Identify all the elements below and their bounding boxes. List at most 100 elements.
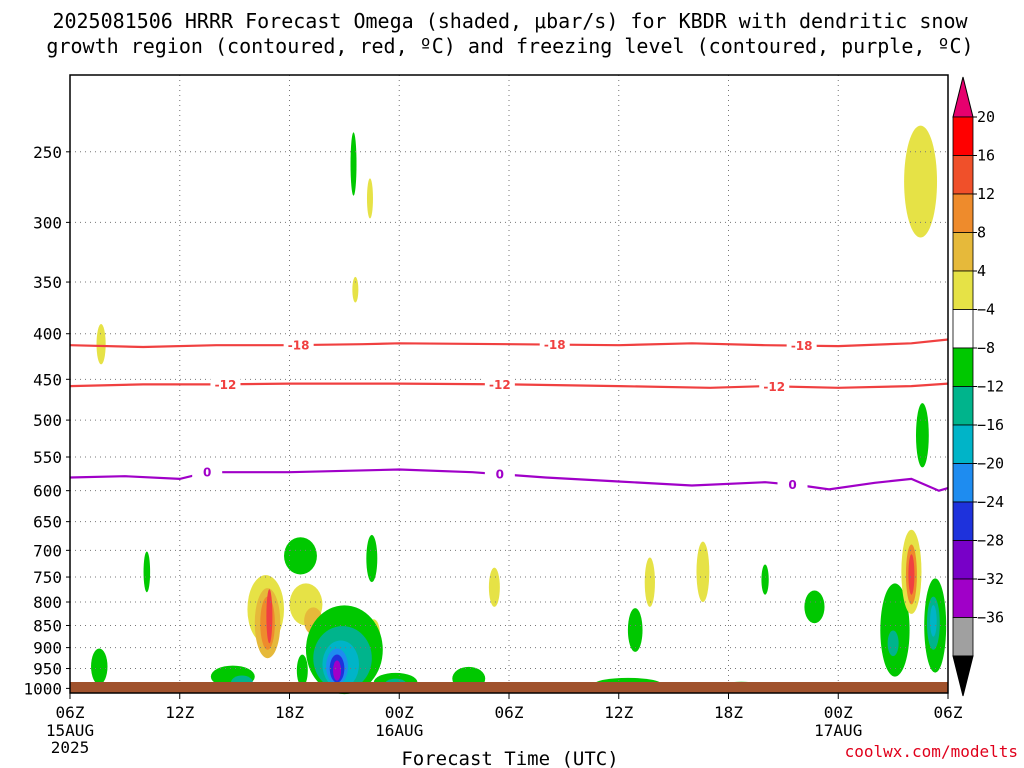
x-tick-label: 06Z bbox=[934, 703, 963, 722]
omega-cell bbox=[887, 630, 899, 657]
chart-title-line-1: 2025081506 HRRR Forecast Omega (shaded, … bbox=[52, 9, 968, 33]
x-tick-label: 06Z bbox=[56, 703, 85, 722]
x-tick-date-label: 16AUG bbox=[375, 721, 423, 740]
contour-label-bg bbox=[759, 378, 790, 395]
x-tick-label: 00Z bbox=[385, 703, 414, 722]
colorbar-label: −36 bbox=[977, 609, 1004, 627]
omega-cell bbox=[296, 654, 308, 687]
colorbar-label: −12 bbox=[977, 378, 1004, 396]
omega-cell bbox=[266, 589, 273, 644]
omega-cell bbox=[352, 276, 359, 303]
contour-label: -12 bbox=[215, 378, 237, 392]
omega-cell bbox=[908, 554, 915, 595]
colorbar-label: −4 bbox=[977, 301, 995, 319]
contour-label-bg bbox=[210, 376, 241, 393]
y-tick-label: 800 bbox=[33, 593, 62, 612]
colorbar-bin bbox=[952, 193, 974, 233]
contour-label: 0 bbox=[788, 478, 796, 492]
contour-line--18 bbox=[69, 338, 949, 349]
y-tick-label: 250 bbox=[33, 143, 62, 162]
colorbar-bin bbox=[952, 309, 974, 349]
colorbar-label: 12 bbox=[977, 185, 995, 203]
colorbar-label: −16 bbox=[977, 416, 1004, 434]
y-tick-label: 700 bbox=[33, 541, 62, 560]
colorbar-label: 20 bbox=[977, 108, 995, 126]
temperature-contours: -18 -18 -18 -12 -12 -12 0 0 0 bbox=[69, 336, 949, 493]
contour-label: -18 bbox=[288, 339, 310, 353]
omega-cell bbox=[904, 125, 938, 238]
omega-cell bbox=[488, 567, 500, 607]
y-tick-label: 750 bbox=[33, 568, 62, 587]
y-tick-label: 1000 bbox=[23, 679, 62, 698]
colorbar-bottom-arrow bbox=[952, 655, 974, 697]
x-tick-date-label: 15AUG bbox=[46, 721, 94, 740]
colorbar-bin bbox=[952, 347, 974, 387]
colorbar-top-arrow bbox=[952, 76, 974, 118]
contour-label-bg bbox=[283, 337, 314, 354]
colorbar-label: −28 bbox=[977, 532, 1004, 550]
contour-label: -12 bbox=[489, 378, 511, 392]
y-tick-label: 900 bbox=[33, 639, 62, 658]
contour-line--12 bbox=[69, 382, 949, 389]
contour-label: 0 bbox=[496, 468, 504, 482]
contour-label-bg bbox=[539, 336, 570, 353]
omega-cell bbox=[143, 551, 151, 593]
contour-label-bg bbox=[484, 376, 515, 393]
contour-label: -18 bbox=[544, 338, 566, 352]
x-tick-label: 00Z bbox=[824, 703, 853, 722]
colorbar: 20 16 12 8 4 −4 −8 −12 −16 −20 −24 −28 −32 −36 bbox=[952, 76, 1004, 697]
y-tick-label: 600 bbox=[33, 482, 62, 501]
y-tick-label: 500 bbox=[33, 411, 62, 430]
contour-label-bg bbox=[192, 464, 223, 481]
colorbar-bin bbox=[952, 116, 974, 156]
omega-cell bbox=[627, 608, 643, 652]
colorbar-label: 8 bbox=[977, 224, 986, 242]
colorbar-bin bbox=[952, 386, 974, 426]
colorbar-bin bbox=[952, 540, 974, 580]
x-tick-label: 18Z bbox=[275, 703, 304, 722]
y-tick-label: 650 bbox=[33, 513, 62, 532]
colorbar-bin bbox=[952, 232, 974, 272]
omega-shading bbox=[91, 125, 947, 695]
y-tick-label: 350 bbox=[33, 273, 62, 292]
omega-cell bbox=[96, 324, 106, 365]
contour-label: -18 bbox=[791, 339, 813, 353]
x-tick-year-label: 2025 bbox=[51, 738, 90, 757]
y-tick-label: 450 bbox=[33, 370, 62, 389]
contour-label: 0 bbox=[203, 466, 211, 480]
y-tick-label: 550 bbox=[33, 448, 62, 467]
omega-cell bbox=[350, 132, 357, 196]
omega-cell bbox=[804, 590, 825, 624]
pressure-axis: 250 300 350 400 450 500 550 600 650 700 750 800 850 9… bbox=[23, 143, 70, 698]
colorbar-bin bbox=[952, 155, 974, 195]
contour-label-bg bbox=[484, 466, 515, 483]
colorbar-bin bbox=[952, 270, 974, 310]
colorbar-label: −20 bbox=[977, 455, 1004, 473]
omega-cell bbox=[366, 178, 373, 219]
colorbar-bin bbox=[952, 463, 974, 503]
y-tick-label: 950 bbox=[33, 660, 62, 679]
omega-cell bbox=[644, 557, 655, 607]
omega-cell bbox=[366, 534, 378, 583]
colorbar-bin bbox=[952, 578, 974, 618]
x-tick-date-label: 17AUG bbox=[814, 721, 862, 740]
omega-cell bbox=[333, 660, 342, 681]
omega-cell bbox=[91, 648, 108, 685]
omega-cell bbox=[761, 564, 769, 595]
contour-label: -12 bbox=[763, 380, 785, 394]
terrain-band bbox=[70, 682, 948, 693]
colorbar-label: 4 bbox=[977, 262, 986, 280]
colorbar-bin bbox=[952, 617, 974, 657]
omega-cell bbox=[880, 583, 910, 677]
y-tick-label: 400 bbox=[33, 325, 62, 344]
colorbar-label: −32 bbox=[977, 570, 1004, 588]
colorbar-label: 16 bbox=[977, 147, 995, 165]
x-tick-label: 12Z bbox=[165, 703, 194, 722]
colorbar-bin bbox=[952, 424, 974, 464]
x-axis-label: Forecast Time (UTC) bbox=[401, 748, 618, 768]
x-tick-label: 06Z bbox=[495, 703, 524, 722]
colorbar-label: −24 bbox=[977, 493, 1004, 511]
colorbar-label: −8 bbox=[977, 339, 995, 357]
x-tick-label: 18Z bbox=[714, 703, 743, 722]
